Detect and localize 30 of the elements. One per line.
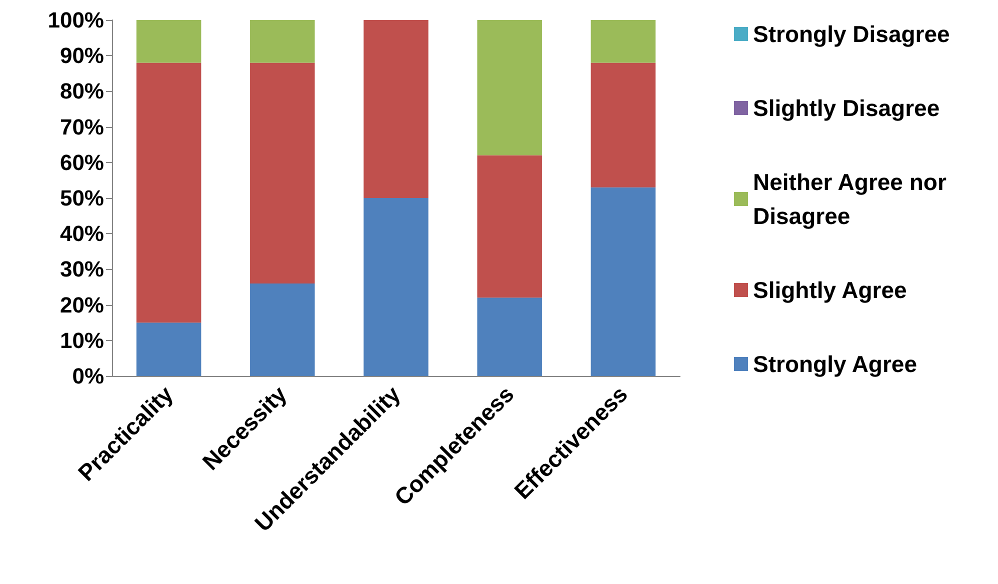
legend-label: Neither Agree nor Disagree <box>753 169 953 229</box>
legend-label: Slightly Agree <box>753 277 907 303</box>
bar <box>477 298 542 376</box>
legend-label: Strongly Disagree <box>753 21 950 47</box>
y-tick-label: 40% <box>60 221 104 246</box>
y-tick-label: 70% <box>60 114 104 140</box>
y-tick-label: 90% <box>60 43 104 68</box>
y-tick-label: 0% <box>72 364 104 388</box>
y-tick-label: 50% <box>60 186 104 210</box>
bar <box>136 20 202 63</box>
bar <box>364 20 428 198</box>
y-tick-label: 80% <box>60 78 104 104</box>
bar <box>364 198 428 376</box>
bar <box>477 20 542 156</box>
bar <box>136 322 202 376</box>
bar <box>136 62 202 323</box>
bar <box>590 187 656 376</box>
y-tick-label: 100% <box>48 8 104 32</box>
bar <box>590 62 656 188</box>
legend-label: Slightly Disagree <box>753 95 940 121</box>
bar <box>250 62 315 284</box>
bar <box>590 20 656 63</box>
y-tick-label: 60% <box>60 150 104 175</box>
bar <box>250 283 315 376</box>
y-tick-label: 20% <box>60 292 104 318</box>
legend-label: Strongly Agree <box>753 351 918 377</box>
bar <box>250 20 315 63</box>
y-tick-label: 30% <box>60 256 104 282</box>
bar <box>477 155 542 298</box>
y-tick-label: 10% <box>60 328 104 353</box>
